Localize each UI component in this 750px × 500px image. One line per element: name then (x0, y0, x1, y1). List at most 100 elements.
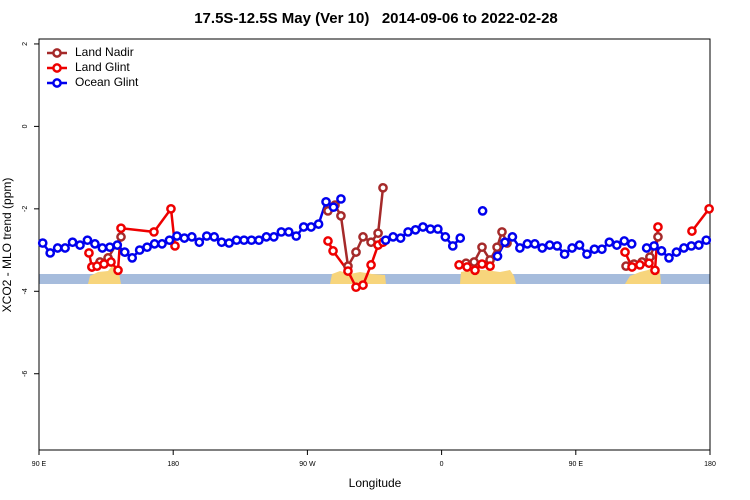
legend-label: Ocean Glint (75, 75, 139, 89)
data-point (653, 232, 663, 242)
land-area (330, 271, 386, 284)
data-point (358, 280, 368, 290)
data-point (440, 232, 451, 242)
data-point (462, 262, 472, 272)
data-point (582, 249, 592, 260)
data-point (254, 235, 264, 246)
x-tick-label: 90 E (32, 461, 47, 468)
data-point (127, 253, 138, 263)
data-point (90, 239, 100, 249)
legend-marker (52, 48, 62, 58)
data-point (559, 249, 570, 260)
data-point (291, 231, 302, 241)
data-point (328, 202, 339, 213)
y-tick-label: -6 (22, 371, 29, 377)
data-point (261, 232, 272, 242)
land-mask (39, 266, 710, 284)
data-point (544, 240, 555, 250)
data-point (507, 232, 518, 242)
data-point (619, 236, 630, 246)
x-tick-label: 0 (440, 461, 444, 468)
data-point (403, 227, 413, 237)
data-point (149, 227, 159, 237)
data-point (336, 194, 346, 204)
x-tick-label: 180 (167, 461, 179, 468)
data-point (650, 265, 660, 276)
data-point (388, 232, 398, 242)
data-point (164, 235, 175, 246)
data-point (611, 240, 622, 250)
data-point (224, 238, 234, 248)
data-point (626, 239, 637, 249)
legend-marker (52, 63, 62, 73)
data-point (75, 240, 85, 250)
data-point (166, 203, 176, 214)
data-point (492, 242, 502, 253)
data-point (142, 242, 152, 253)
data-point (497, 227, 507, 237)
data-point (656, 246, 667, 256)
data-point (620, 247, 630, 257)
data-point (687, 226, 697, 236)
legend-marker (52, 78, 62, 88)
y-tick-label: 0 (22, 124, 29, 128)
data-point (644, 258, 654, 269)
data-point (567, 243, 577, 253)
data-point (469, 257, 479, 267)
data-point (485, 261, 495, 271)
data-point (410, 225, 421, 235)
data-point (597, 244, 607, 255)
data-point (37, 238, 48, 248)
data-point (380, 235, 391, 246)
data-point (664, 253, 674, 263)
data-point (358, 232, 368, 242)
data-point (649, 241, 659, 251)
data-point (366, 260, 376, 270)
legend-label: Land Nadir (75, 45, 134, 59)
data-point (537, 243, 548, 253)
data-point (671, 247, 682, 257)
data-point (604, 237, 615, 248)
data-point (704, 203, 714, 214)
data-point (306, 222, 316, 232)
data-point (313, 219, 324, 229)
data-point (653, 222, 663, 232)
x-tick-label: 90 E (569, 461, 584, 468)
data-point (246, 235, 257, 246)
data-point (373, 228, 383, 239)
data-point (231, 235, 242, 246)
data-point (170, 241, 180, 251)
data-point (635, 260, 645, 270)
data-point (500, 237, 510, 248)
data-point (686, 241, 697, 251)
x-tick-label: 180 (704, 461, 716, 468)
data-point (116, 232, 126, 242)
data-point (179, 233, 190, 243)
data-point (395, 233, 406, 243)
data-point (336, 210, 346, 221)
data-point (574, 240, 585, 250)
data-point (149, 239, 160, 249)
data-point (477, 259, 487, 269)
data-point (119, 247, 130, 257)
x-tick-label: 90 W (299, 461, 316, 468)
data-point (447, 241, 458, 251)
y-tick-label: -2 (22, 206, 29, 212)
data-point (522, 239, 533, 249)
data-point (172, 231, 182, 241)
data-point (60, 243, 70, 253)
data-point (492, 251, 503, 262)
data-point (216, 237, 227, 248)
data-point (186, 232, 197, 242)
data-point (552, 241, 563, 251)
y-tick-label: -4 (22, 288, 29, 294)
data-point (134, 245, 145, 255)
data-point (209, 232, 220, 242)
data-point (477, 242, 487, 253)
data-point (433, 224, 443, 234)
chart-title: 17.5S-12.5S May (Ver 10) 2014-09-06 to 2… (194, 10, 558, 27)
data-point (418, 222, 428, 232)
data-point (97, 243, 108, 253)
data-point (515, 243, 525, 253)
